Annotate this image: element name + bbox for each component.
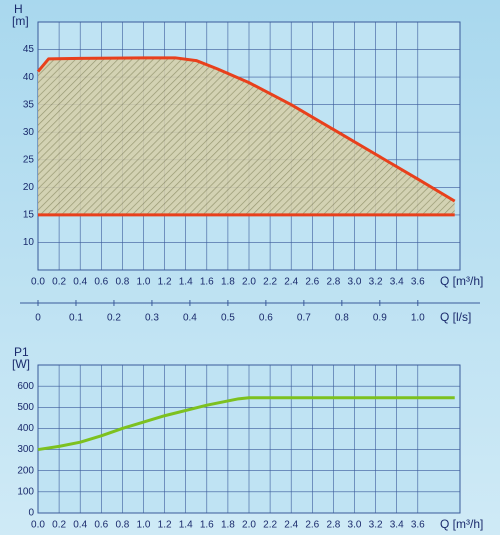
x2-tick-label: 0.8 bbox=[335, 313, 349, 324]
x-tick-label: 3.2 bbox=[369, 277, 383, 288]
y-tick-label: 25 bbox=[23, 154, 35, 165]
y-tick-label: 20 bbox=[23, 182, 35, 193]
y-axis-unit: [m] bbox=[12, 14, 29, 28]
y-tick-label: 600 bbox=[17, 381, 34, 392]
y-tick-label: 30 bbox=[23, 127, 35, 138]
y-tick-label: 300 bbox=[17, 444, 34, 455]
x-tick-label: 2.0 bbox=[242, 520, 256, 531]
x2-axis-label: Q [l/s] bbox=[440, 310, 471, 324]
x-tick-label: 0.6 bbox=[94, 277, 108, 288]
x2-tick-label: 0.3 bbox=[145, 313, 159, 324]
x-tick-label: 0.2 bbox=[52, 277, 66, 288]
x-tick-label: 2.8 bbox=[326, 277, 340, 288]
x2-tick-label: 1.0 bbox=[411, 313, 425, 324]
y-tick-label: 45 bbox=[23, 44, 35, 55]
y-tick-label: 35 bbox=[23, 99, 35, 110]
x-tick-label: 2.4 bbox=[284, 277, 298, 288]
x-tick-label: 0.0 bbox=[31, 277, 45, 288]
y-tick-label: 15 bbox=[23, 210, 35, 221]
x-tick-label: 2.2 bbox=[263, 277, 277, 288]
x-axis-label: Q [m³/h] bbox=[440, 274, 483, 288]
y-axis-label: P1 bbox=[14, 345, 29, 359]
y-axis-unit: [W] bbox=[12, 357, 30, 371]
x2-tick-label: 0.6 bbox=[259, 313, 273, 324]
x-tick-label: 3.4 bbox=[390, 520, 404, 531]
curve bbox=[37, 396, 455, 452]
x-tick-label: 1.6 bbox=[200, 277, 214, 288]
x2-tick-label: 0.4 bbox=[183, 313, 197, 324]
x2-tick-label: 0.7 bbox=[297, 313, 311, 324]
x2-tick-label: 0.1 bbox=[69, 313, 83, 324]
y-tick-label: 40 bbox=[23, 72, 35, 83]
x-tick-label: 2.6 bbox=[305, 277, 319, 288]
hatched-area bbox=[38, 57, 455, 215]
x-tick-label: 1.2 bbox=[158, 277, 172, 288]
y-tick-label: 500 bbox=[17, 402, 34, 413]
x2-tick-label: 0.2 bbox=[107, 313, 121, 324]
x-tick-label: 3.2 bbox=[369, 520, 383, 531]
x-tick-label: 3.0 bbox=[348, 277, 362, 288]
x-tick-label: 1.4 bbox=[179, 520, 193, 531]
x-tick-label: 0.6 bbox=[94, 520, 108, 531]
x-tick-label: 0.8 bbox=[115, 520, 129, 531]
x-tick-label: 1.6 bbox=[200, 520, 214, 531]
x-tick-label: 3.6 bbox=[411, 520, 425, 531]
x-tick-label: 2.8 bbox=[326, 520, 340, 531]
y-axis-label: H bbox=[14, 2, 23, 16]
curve bbox=[36, 56, 456, 203]
x-tick-label: 2.4 bbox=[284, 520, 298, 531]
x2-tick-label: 0.9 bbox=[373, 313, 387, 324]
x-tick-label: 2.0 bbox=[242, 277, 256, 288]
y-tick-label: 0 bbox=[28, 508, 34, 519]
x-tick-label: 1.0 bbox=[137, 277, 151, 288]
x-axis-label: Q [m³/h] bbox=[440, 517, 483, 531]
x-tick-label: 2.2 bbox=[263, 520, 277, 531]
x-tick-label: 0.4 bbox=[73, 520, 87, 531]
x-tick-label: 1.2 bbox=[158, 520, 172, 531]
y-tick-label: 10 bbox=[23, 237, 35, 248]
x-tick-label: 1.8 bbox=[221, 520, 235, 531]
x-tick-label: 1.4 bbox=[179, 277, 193, 288]
x2-tick-label: 0.5 bbox=[221, 313, 235, 324]
y-tick-label: 200 bbox=[17, 465, 34, 476]
x-tick-label: 1.0 bbox=[137, 520, 151, 531]
x-tick-label: 3.0 bbox=[348, 520, 362, 531]
x-tick-label: 0.8 bbox=[115, 277, 129, 288]
x-tick-label: 3.6 bbox=[411, 277, 425, 288]
x-tick-label: 2.6 bbox=[305, 520, 319, 531]
y-tick-label: 100 bbox=[17, 486, 34, 497]
x-tick-label: 3.4 bbox=[390, 277, 404, 288]
x-tick-label: 0.4 bbox=[73, 277, 87, 288]
x2-tick-label: 0 bbox=[35, 313, 41, 324]
x-tick-label: 0.0 bbox=[31, 520, 45, 531]
x-tick-label: 1.8 bbox=[221, 277, 235, 288]
x-tick-label: 0.2 bbox=[52, 520, 66, 531]
y-tick-label: 400 bbox=[17, 423, 34, 434]
